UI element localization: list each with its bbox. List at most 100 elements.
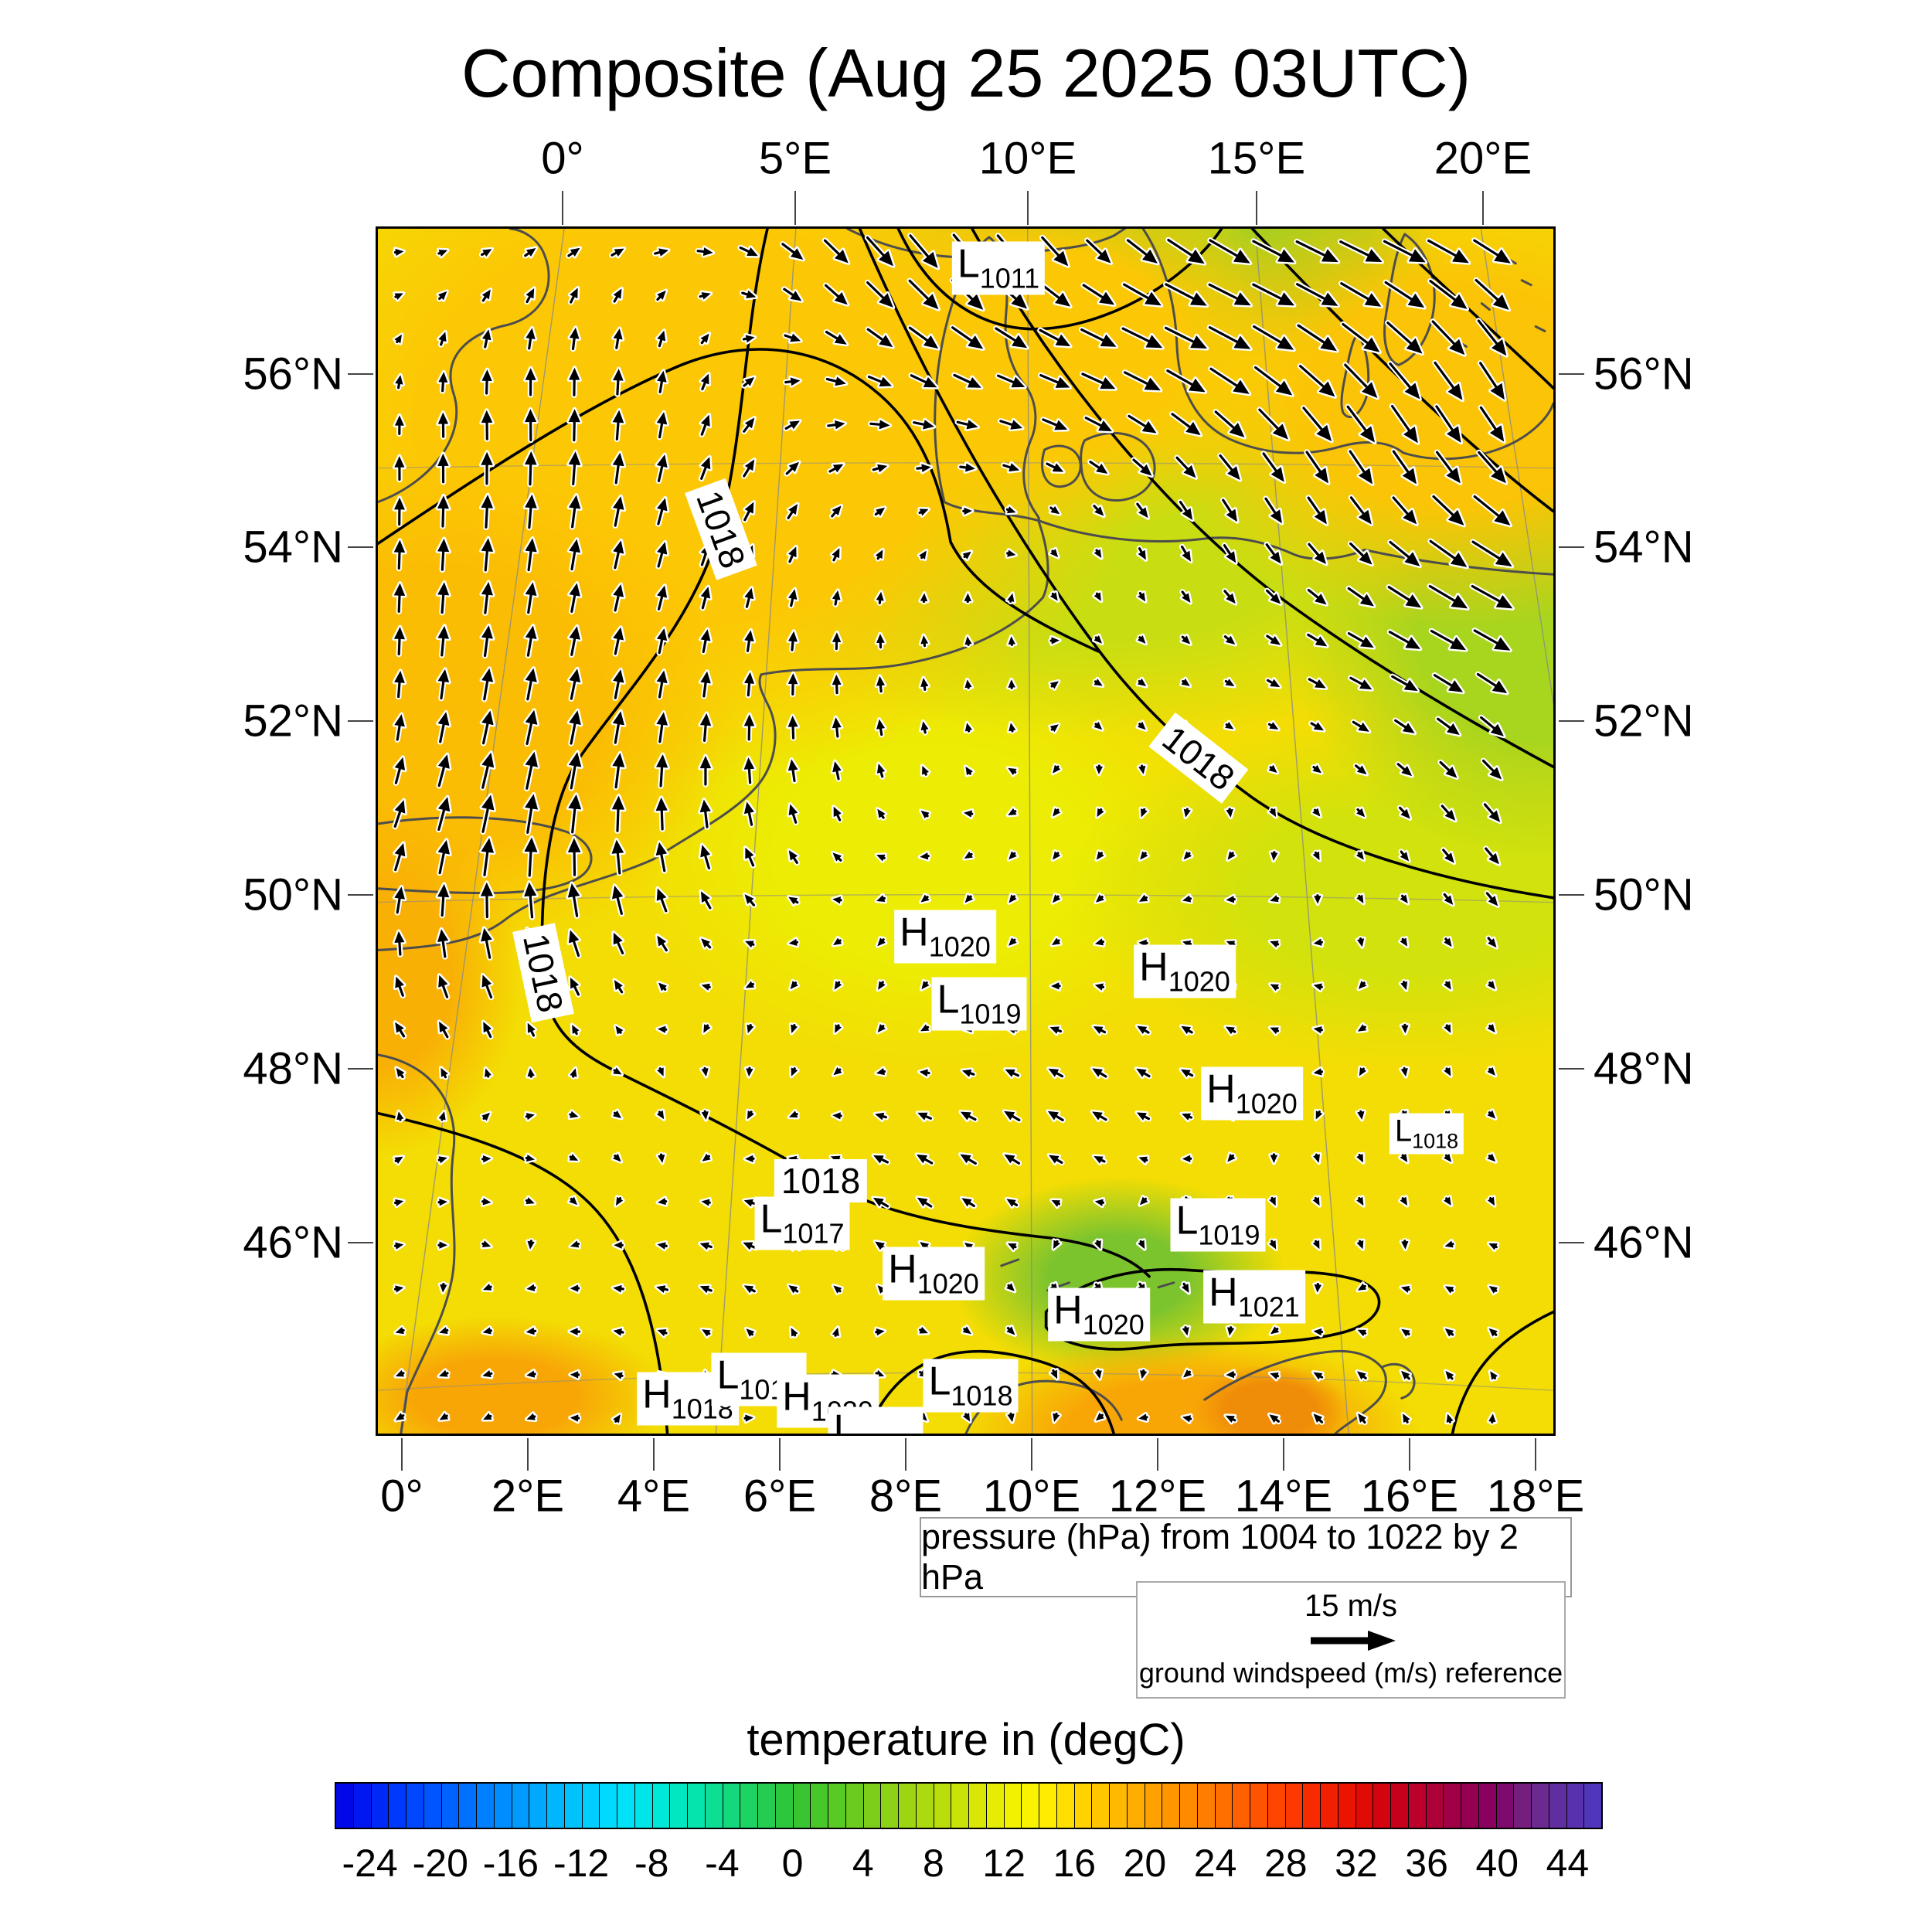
- graticule-lines: [378, 229, 1553, 1434]
- colorbar-segment: [951, 1784, 968, 1828]
- pressure-center-label: H1020: [894, 910, 996, 964]
- colorbar-segment: [546, 1784, 564, 1828]
- pressure-center-letter: L: [1175, 1198, 1199, 1243]
- colorbar-segment: [1495, 1784, 1514, 1828]
- bottom-axis-tick: [779, 1438, 781, 1471]
- colorbar-segment: [1232, 1784, 1250, 1828]
- left-axis-tick: [348, 894, 373, 896]
- top-axis-tick: [1027, 191, 1029, 225]
- colorbar-segment: [968, 1784, 986, 1828]
- colorbar-segment: [1407, 1784, 1426, 1828]
- colorbar-tick-label: -8: [634, 1842, 669, 1885]
- bottom-axis-label: 12°E: [1108, 1471, 1207, 1522]
- colorbar: [335, 1782, 1603, 1829]
- colorbar-tick-label: 16: [1053, 1842, 1097, 1885]
- colorbar-segment: [458, 1784, 476, 1828]
- colorbar-segment: [1039, 1784, 1056, 1828]
- top-axis-tick: [1256, 191, 1257, 225]
- colorbar-segment: [1250, 1784, 1267, 1828]
- colorbar-tick-label: 36: [1405, 1842, 1448, 1885]
- colorbar-segment: [1461, 1784, 1478, 1828]
- pressure-center-label: H1020: [1201, 1066, 1303, 1121]
- pressure-center-letter: L: [957, 241, 980, 287]
- pressure-center-value: 1019: [1198, 1219, 1260, 1251]
- pressure-center-letter: H: [1139, 944, 1168, 990]
- pressure-center-letter: L: [716, 1352, 740, 1398]
- colorbar-segment: [1109, 1784, 1127, 1828]
- map-panel: L1011 1018 1018 1018 1018 H1020 L1019 H1020 H102…: [376, 226, 1556, 1436]
- colorbar-segment: [828, 1784, 845, 1828]
- colorbar-segment: [810, 1784, 828, 1828]
- bottom-axis-tick: [1409, 1438, 1410, 1471]
- colorbar-segment: [933, 1784, 951, 1828]
- colorbar-segment: [985, 1784, 1004, 1828]
- pressure-center-label: H1020: [883, 1247, 985, 1301]
- pressure-center-value: 1020: [917, 1267, 979, 1300]
- colorbar-segment: [1583, 1784, 1601, 1828]
- isobar-label: 1018: [774, 1159, 868, 1202]
- colorbar-segment: [476, 1784, 494, 1828]
- pressure-center-value: 1020: [928, 930, 991, 963]
- pressure-center-letter: H: [782, 1374, 811, 1420]
- colorbar-segment: [406, 1784, 423, 1828]
- colorbar-segment: [1337, 1784, 1355, 1828]
- pressure-center-label: H1020: [1048, 1287, 1150, 1342]
- colorbar-segment: [529, 1784, 546, 1828]
- colorbar-segment: [704, 1784, 723, 1828]
- bottom-axis-label: 18°E: [1486, 1471, 1585, 1522]
- bottom-axis-tick: [1031, 1438, 1032, 1471]
- wind-arrows: [392, 232, 1515, 1426]
- colorbar-segment: [774, 1784, 793, 1828]
- pressure-center-letter: L: [937, 977, 960, 1022]
- pressure-center-label: L1017: [711, 1352, 807, 1406]
- right-axis-tick: [1559, 373, 1584, 375]
- pressure-center-value: 1018: [1412, 1129, 1459, 1153]
- top-axis-label: 10°E: [978, 133, 1077, 184]
- colorbar-segment: [1478, 1784, 1496, 1828]
- colorbar-segment: [898, 1784, 916, 1828]
- colorbar-segment: [1548, 1784, 1566, 1828]
- colorbar-segment: [1372, 1784, 1390, 1828]
- colorbar-segment: [845, 1784, 863, 1828]
- bottom-axis-tick: [1535, 1438, 1536, 1471]
- colorbar-tick-label: 12: [982, 1842, 1026, 1885]
- colorbar-segment: [792, 1784, 811, 1828]
- colorbar-segment: [1214, 1784, 1233, 1828]
- pressure-center-letter: H: [642, 1372, 672, 1417]
- bottom-axis-tick: [1157, 1438, 1158, 1471]
- colorbar-segment: [915, 1784, 934, 1828]
- pressure-center-value: 1011: [979, 262, 1040, 294]
- bottom-axis-tick: [1283, 1438, 1284, 1471]
- colorbar-segment: [634, 1784, 652, 1828]
- colorbar-segment: [1513, 1784, 1531, 1828]
- pressure-center-letter: H: [1206, 1066, 1236, 1112]
- colorbar-segment: [1003, 1784, 1022, 1828]
- colorbar-segment: [1073, 1784, 1092, 1828]
- bottom-axis-label: 8°E: [869, 1471, 943, 1522]
- right-axis-tick: [1559, 894, 1584, 896]
- pressure-center-value: 1020: [1082, 1308, 1145, 1341]
- colorbar-segment: [1162, 1784, 1179, 1828]
- colorbar-segment: [1443, 1784, 1461, 1828]
- right-axis-tick: [1559, 1068, 1584, 1070]
- pressure-center-value: 1018: [951, 1379, 1013, 1412]
- colorbar-tick-label: 20: [1123, 1842, 1167, 1885]
- colorbar-segment: [1425, 1784, 1444, 1828]
- pressure-center-letter: L: [928, 1359, 951, 1404]
- pressure-center-letter: L: [1394, 1114, 1413, 1148]
- bottom-axis-tick: [401, 1438, 403, 1471]
- colorbar-segment: [423, 1784, 441, 1828]
- top-axis-label: 15°E: [1207, 133, 1306, 184]
- colorbar-segment: [1284, 1784, 1303, 1828]
- pressure-center-label: H1021: [1203, 1270, 1305, 1324]
- right-axis-label: 48°N: [1594, 1043, 1694, 1094]
- colorbar-segment: [1126, 1784, 1145, 1828]
- colorbar-segment: [1179, 1784, 1197, 1828]
- colorbar-segment: [669, 1784, 687, 1828]
- left-axis-tick: [348, 1068, 373, 1070]
- pressure-caption-text: pressure (hPa) from 1004 to 1022 by 2 hP…: [921, 1517, 1519, 1597]
- colorbar-tick-label: 8: [923, 1842, 944, 1885]
- top-axis-label: 20°E: [1434, 133, 1532, 184]
- colorbar-tick-label: -12: [553, 1842, 610, 1885]
